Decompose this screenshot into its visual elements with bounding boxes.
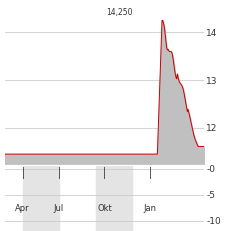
Text: Okt: Okt: [97, 203, 112, 212]
Text: 14,250: 14,250: [106, 8, 133, 17]
Text: Apr: Apr: [15, 203, 30, 212]
Text: 14: 14: [206, 29, 218, 38]
Bar: [96, 166, 132, 231]
Text: 12: 12: [206, 124, 218, 133]
Text: -10: -10: [206, 216, 221, 225]
Text: -5: -5: [206, 190, 216, 199]
Text: Jul: Jul: [54, 203, 64, 212]
Bar: [23, 166, 59, 231]
Text: -0: -0: [206, 164, 216, 173]
Text: 13: 13: [206, 76, 218, 85]
Text: Jan: Jan: [144, 203, 157, 212]
Text: 11,450: 11,450: [103, 165, 130, 174]
